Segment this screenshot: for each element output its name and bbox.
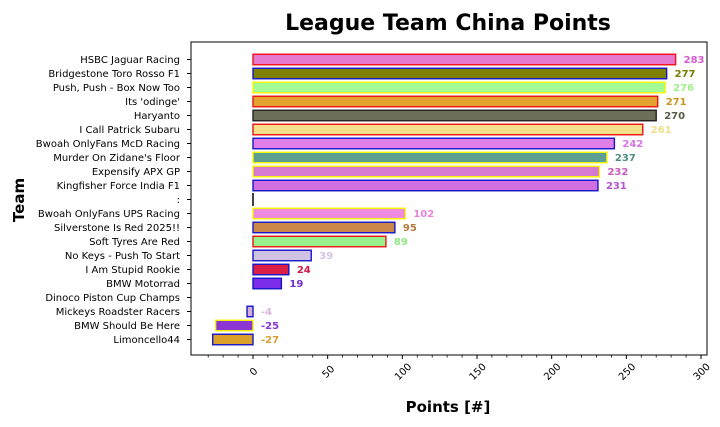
value-label-silverstone-is-red-2025: 95 [403,223,417,234]
category-labels: HSBC Jaguar Racing Bridgestone Toro Rosso… [36,55,181,346]
category-label-i-am-stupid-rookie: I Am Stupid Rookie [85,265,180,276]
value-label-bwoah-onlyfans-ups-racing: 102 [413,209,434,220]
bar-its-odinge [252,95,659,108]
value-label-i-am-stupid-rookie: 24 [297,265,311,276]
category-label-bwoah-onlyfans-ups-racing: Bwoah OnlyFans UPS Racing [38,209,180,220]
value-label-soft-tyres-are-red: 89 [394,237,408,248]
value-label-kingfisher-force-india-f1: 231 [606,181,627,192]
value-label-expensify-apx-gp: 232 [607,167,628,178]
category-label-i-call-patrick-subaru: I Call Patrick Subaru [79,125,180,136]
bar-bmw-should-be-here [214,319,254,332]
category-label-bmw-should-be-here: BMW Should Be Here [74,321,180,332]
category-label-its-odinge: Its 'odinge' [125,97,180,108]
value-label-bmw-motorrad: 19 [289,279,303,290]
category-label-silverstone-is-red-2025: Silverstone Is Red 2025!! [54,223,180,234]
chart-title: League Team China Points [285,11,611,36]
bar-no-keys-push-to-start [252,249,312,262]
value-label-murder-on-zidane-s-floor: 237 [615,153,636,164]
bar-bmw-motorrad [252,277,283,290]
category-label-mickeys-roadster-racers: Mickeys Roadster Racers [56,307,180,318]
value-label-mickeys-roadster-racers: -4 [261,307,272,318]
category-label-bridgestone-toro-rosso-f1: Bridgestone Toro Rosso F1 [48,69,180,80]
bar-bridgestone-toro-rosso-f1 [252,67,668,80]
category-label-expensify-apx-gp: Expensify APX GP [92,167,180,178]
category-label-dinoco-piston-cup-champs: Dinoco Piston Cup Champs [45,293,180,304]
category-label-soft-tyres-are-red: Soft Tyres Are Red [89,237,180,248]
x-axis-label: Points [#] [406,398,491,416]
bar-soft-tyres-are-red [252,235,387,248]
value-label-limoncello44: -27 [261,335,279,346]
bar-i-call-patrick-subaru [252,123,644,136]
bar-limoncello44 [211,333,254,346]
x-tick-label-300: 300 [692,362,713,383]
bar-haryanto [252,109,657,122]
category-label-haryanto: Haryanto [134,111,180,122]
value-label-bmw-should-be-here: -25 [261,321,279,332]
category-label-murder-on-zidane-s-floor: Murder On Zidane's Floor [53,153,181,164]
x-tick-label-200: 200 [542,362,563,383]
bar-murder-on-zidane-s-floor [252,151,608,164]
category-label-limoncello44: Limoncello44 [113,335,180,346]
x-tick-label-0: 0 [248,366,260,378]
category-label-no-keys-push-to-start: No Keys - Push To Start [65,251,180,262]
bar-bwoah-onlyfans-mcd-racing [252,137,616,150]
x-tick-label-250: 250 [617,362,638,383]
value-label-bridgestone-toro-rosso-f1: 277 [675,69,696,80]
bar-kingfisher-force-india-f1 [252,179,599,192]
value-label-its-odinge: 271 [666,97,687,108]
bar-i-am-stupid-rookie [252,263,290,276]
value-label-push-push-box-now-too: 276 [673,83,694,94]
bar-silverstone-is-red-2025 [252,221,396,234]
value-label-hsbc-jaguar-racing: 283 [684,55,705,66]
value-labels: 283 277 276 271 270 261 242 237 232 231 102 95 89 39 2… [261,55,705,346]
bar-hsbc-jaguar-racing [252,53,677,66]
bar-mickeys-roadster-racers [246,305,254,318]
category-label-bwoah-onlyfans-mcd-racing: Bwoah OnlyFans McD Racing [36,139,180,150]
category-label-blank: : [177,195,180,206]
value-label-i-call-patrick-subaru: 261 [651,125,672,136]
category-label-bmw-motorrad: BMW Motorrad [106,279,180,290]
category-label-kingfisher-force-india-f1: Kingfisher Force India F1 [57,181,180,192]
y-axis-label: Team [10,178,28,222]
bar-expensify-apx-gp [252,165,601,178]
x-tick-label-50: 50 [321,364,338,381]
category-label-hsbc-jaguar-racing: HSBC Jaguar Racing [80,55,180,66]
x-tick-label-150: 150 [468,362,489,383]
bars-group [211,53,677,346]
bar-push-push-box-now-too [252,81,666,94]
bar-bwoah-onlyfans-ups-racing [252,207,407,220]
category-label-push-push-box-now-too: Push, Push - Box Now Too [53,83,180,94]
value-label-no-keys-push-to-start: 39 [319,251,333,262]
plot-area-frame [190,41,708,356]
value-label-bwoah-onlyfans-mcd-racing: 242 [622,139,643,150]
x-tick-label-100: 100 [393,362,414,383]
value-label-haryanto: 270 [664,111,685,122]
